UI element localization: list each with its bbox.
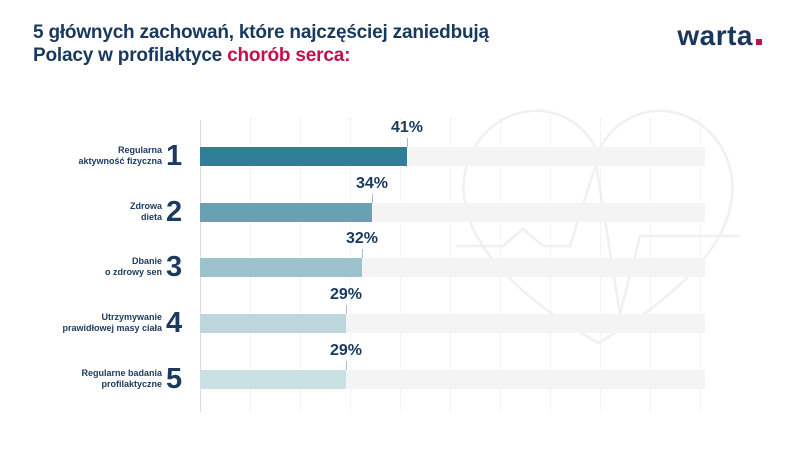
bar xyxy=(200,370,346,389)
value-tick xyxy=(346,305,347,314)
logo-dot-icon xyxy=(756,39,762,45)
bar-category-label-line: Regularna xyxy=(117,145,162,155)
bar-category-label-line: prawidłowej masy ciała xyxy=(62,323,162,333)
bar xyxy=(200,314,346,333)
bar-rank-number: 3 xyxy=(166,251,183,283)
bar-category-label-line: profilaktyczne xyxy=(101,379,162,389)
bar-category-label: Zdrowa dieta xyxy=(20,201,162,223)
bar-category-label: Regularna aktywność fizyczna xyxy=(20,145,162,167)
warta-logo: warta xyxy=(677,21,762,51)
bar-value-label: 34% xyxy=(355,175,389,192)
bar-rank-number: 1 xyxy=(166,140,183,172)
bar-value-label: 41% xyxy=(390,119,424,136)
logo-text: warta xyxy=(677,20,753,51)
title-line-2: Polacy w profilaktyce chorób serca: xyxy=(33,45,351,66)
value-tick xyxy=(407,138,408,147)
bar-category-label-line: Zdrowa xyxy=(129,201,162,211)
bar-rank-number: 2 xyxy=(166,196,183,228)
bar xyxy=(200,147,407,166)
bar xyxy=(200,258,362,277)
bar-category-label-line: o zdrowy sen xyxy=(104,267,162,277)
bar xyxy=(200,203,372,222)
bar-category-label: Dbanie o zdrowy sen xyxy=(20,256,162,278)
bar-category-label-line: Utrzymywanie xyxy=(101,312,162,322)
value-tick xyxy=(346,361,347,370)
value-tick xyxy=(372,194,373,203)
title-line-1: 5 głównych zachowań, które najczęściej z… xyxy=(33,22,489,43)
bar-category-label-line: aktywność fizyczna xyxy=(78,156,162,166)
bar-category-label-line: Dbanie xyxy=(131,256,162,266)
bar-value-label: 29% xyxy=(329,342,363,359)
bar-category-label: Regularne badania profilaktyczne xyxy=(20,368,162,390)
bar-category-label-line: Regularne badania xyxy=(81,368,162,378)
bar-category-label-line: dieta xyxy=(140,212,162,222)
bar-rank-number: 4 xyxy=(166,307,183,339)
bar-rank-number: 5 xyxy=(166,363,183,395)
title-accent: chorób serca: xyxy=(227,45,351,66)
bar-value-label: 29% xyxy=(329,286,363,303)
bar-value-label: 32% xyxy=(345,230,379,247)
page-title: 5 głównych zachowań, które najczęściej z… xyxy=(33,21,489,67)
bar-category-label: Utrzymywanie prawidłowej masy ciała xyxy=(20,312,162,334)
value-tick xyxy=(362,249,363,258)
